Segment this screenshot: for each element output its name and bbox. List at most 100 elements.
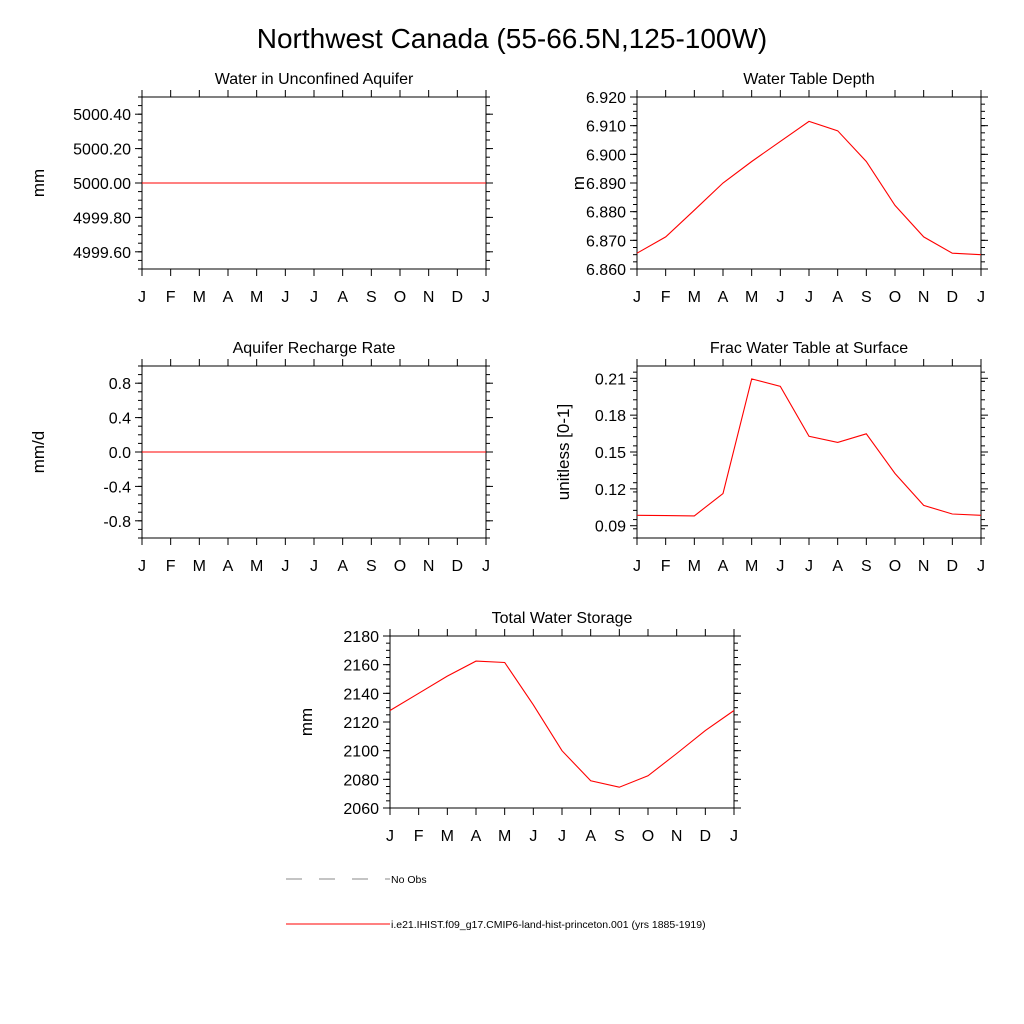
x-tick-label: J xyxy=(633,289,641,306)
y-tick-label: -0.8 xyxy=(103,514,131,531)
y-tick-label: 2140 xyxy=(343,686,379,703)
x-tick-label: M xyxy=(250,289,263,306)
x-tick-label: J xyxy=(977,558,985,575)
x-tick-label: S xyxy=(366,289,377,306)
y-tick-label: 0.4 xyxy=(109,411,131,428)
x-tick-label: O xyxy=(394,289,406,306)
x-tick-label: A xyxy=(337,558,348,575)
y-axis-label: m xyxy=(569,176,588,190)
y-tick-label: 0.12 xyxy=(595,482,626,499)
x-tick-label: M xyxy=(688,558,701,575)
y-tick-label: 6.870 xyxy=(586,233,626,250)
x-tick-label: S xyxy=(861,558,872,575)
x-tick-label: A xyxy=(223,289,234,306)
x-tick-label: J xyxy=(805,558,813,575)
y-tick-label: 6.860 xyxy=(586,262,626,279)
x-tick-label: O xyxy=(642,828,654,845)
plot-frame xyxy=(389,635,735,809)
x-tick-label: M xyxy=(688,289,701,306)
y-tick-label: 2180 xyxy=(343,629,379,646)
figure-title: Northwest Canada (55-66.5N,125-100W) xyxy=(257,23,767,54)
x-tick-label: N xyxy=(918,558,930,575)
panel-title: Frac Water Table at Surface xyxy=(710,340,908,357)
x-tick-label: J xyxy=(482,558,490,575)
series-line xyxy=(636,378,982,517)
x-tick-label: N xyxy=(918,289,930,306)
x-tick-label: F xyxy=(166,289,176,306)
panel-title: Water Table Depth xyxy=(743,71,875,88)
x-tick-label: J xyxy=(558,828,566,845)
y-tick-label: 6.890 xyxy=(586,176,626,193)
x-tick-label: J xyxy=(482,289,490,306)
x-tick-label: F xyxy=(661,558,671,575)
x-tick-label: A xyxy=(585,828,596,845)
y-tick-label: 2100 xyxy=(343,744,379,761)
plot-frame xyxy=(636,365,982,539)
x-tick-label: A xyxy=(337,289,348,306)
x-tick-label: N xyxy=(423,558,435,575)
y-tick-label: 0.18 xyxy=(595,408,626,425)
x-tick-label: J xyxy=(776,558,784,575)
x-tick-label: D xyxy=(452,289,464,306)
y-axis-label: mm xyxy=(297,708,316,736)
x-tick-label: J xyxy=(281,558,289,575)
y-tick-label: 6.900 xyxy=(586,147,626,164)
x-tick-label: A xyxy=(718,289,729,306)
y-tick-label: 0.09 xyxy=(595,519,626,536)
x-tick-label: F xyxy=(661,289,671,306)
y-tick-label: 6.920 xyxy=(586,90,626,107)
y-tick-label: 0.21 xyxy=(595,371,626,388)
plot-frame xyxy=(636,96,982,270)
y-tick-label: 6.880 xyxy=(586,205,626,222)
panel-title: Total Water Storage xyxy=(492,610,633,627)
y-tick-label: 4999.80 xyxy=(73,210,131,227)
y-axis-label: unitless [0-1] xyxy=(554,404,573,500)
y-axis-label: mm xyxy=(29,169,48,197)
x-tick-label: M xyxy=(250,558,263,575)
x-tick-label: M xyxy=(193,289,206,306)
y-tick-label: 0.0 xyxy=(109,445,131,462)
x-tick-label: J xyxy=(310,289,318,306)
legend: No Obs i.e21.IHIST.f09_g17.CMIP6-land-hi… xyxy=(286,874,706,931)
y-tick-label: 5000.40 xyxy=(73,107,131,124)
y-tick-label: 4999.60 xyxy=(73,245,131,262)
x-tick-label: D xyxy=(452,558,464,575)
y-tick-label: 5000.20 xyxy=(73,142,131,159)
x-tick-label: J xyxy=(977,289,985,306)
x-tick-label: O xyxy=(889,289,901,306)
legend-label-no-obs: No Obs xyxy=(391,874,427,886)
x-tick-label: J xyxy=(138,558,146,575)
x-tick-label: N xyxy=(671,828,683,845)
x-tick-label: D xyxy=(700,828,712,845)
x-tick-label: A xyxy=(471,828,482,845)
y-axis-label: mm/d xyxy=(29,431,48,474)
x-tick-label: F xyxy=(414,828,424,845)
x-tick-label: S xyxy=(861,289,872,306)
y-tick-label: 6.910 xyxy=(586,119,626,136)
series-line xyxy=(389,660,735,788)
x-tick-label: M xyxy=(745,289,758,306)
x-tick-label: J xyxy=(386,828,394,845)
x-tick-label: J xyxy=(776,289,784,306)
x-tick-label: A xyxy=(832,558,843,575)
y-tick-label: 2080 xyxy=(343,772,379,789)
x-tick-label: M xyxy=(498,828,511,845)
panel-title: Aquifer Recharge Rate xyxy=(233,340,396,357)
x-tick-label: D xyxy=(947,558,959,575)
x-tick-label: O xyxy=(889,558,901,575)
panel-title: Water in Unconfined Aquifer xyxy=(215,71,414,88)
y-tick-label: 2160 xyxy=(343,658,379,675)
x-tick-label: F xyxy=(166,558,176,575)
x-tick-label: J xyxy=(805,289,813,306)
x-tick-label: M xyxy=(193,558,206,575)
y-tick-label: -0.4 xyxy=(103,479,131,496)
x-tick-label: J xyxy=(281,289,289,306)
x-tick-label: S xyxy=(366,558,377,575)
x-tick-label: M xyxy=(441,828,454,845)
y-tick-label: 5000.00 xyxy=(73,176,131,193)
